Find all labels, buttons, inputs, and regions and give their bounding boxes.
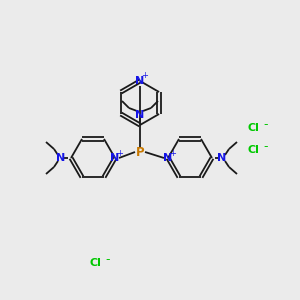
Text: Cl: Cl xyxy=(248,123,260,133)
Text: Cl: Cl xyxy=(248,145,260,155)
Text: N: N xyxy=(135,110,145,120)
Text: N: N xyxy=(164,153,172,163)
Text: +: + xyxy=(169,148,176,158)
Text: Cl: Cl xyxy=(90,258,102,268)
Text: +: + xyxy=(142,71,148,80)
Text: N: N xyxy=(218,153,226,163)
Text: N: N xyxy=(56,153,66,163)
Text: N: N xyxy=(135,76,145,86)
Text: P: P xyxy=(136,146,144,158)
Text: -: - xyxy=(263,118,268,131)
Text: N: N xyxy=(110,153,120,163)
Text: +: + xyxy=(117,148,123,158)
Text: -: - xyxy=(105,254,110,266)
Text: -: - xyxy=(263,140,268,154)
